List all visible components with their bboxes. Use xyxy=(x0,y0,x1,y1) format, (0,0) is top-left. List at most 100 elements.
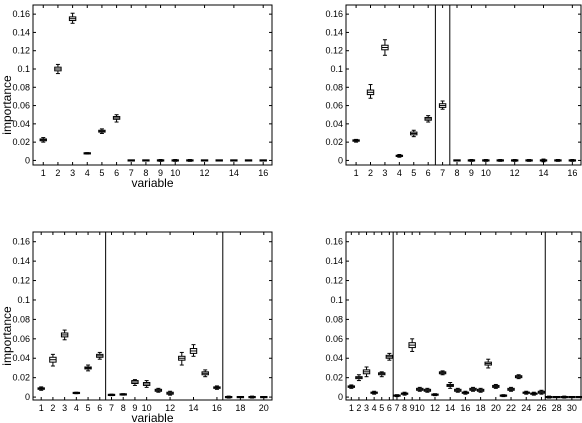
x-tick-label: 2 xyxy=(356,403,361,413)
y-axis-label: importance xyxy=(0,75,14,135)
box-8 xyxy=(453,159,461,162)
box-16 xyxy=(213,385,221,390)
box-1 xyxy=(352,138,360,143)
box-2 xyxy=(355,374,363,382)
x-tick-label: 5 xyxy=(411,168,416,178)
y-tick-label: 0.1 xyxy=(330,64,343,74)
x-tick-label: 10 xyxy=(142,403,152,413)
x-tick-label: 12 xyxy=(430,403,440,413)
box-15 xyxy=(454,387,462,393)
box-7 xyxy=(393,394,401,398)
x-tick-label: 4 xyxy=(85,168,90,178)
y-tick-label: 0.06 xyxy=(325,101,343,111)
box-7 xyxy=(127,159,135,162)
x-tick-label: 14 xyxy=(188,403,198,413)
y-tick-label: 0.16 xyxy=(325,9,343,19)
x-tick-label: 1 xyxy=(39,403,44,413)
box-10 xyxy=(171,159,179,162)
x-tick-label: 20 xyxy=(259,403,269,413)
box-2 xyxy=(49,353,57,367)
x-tick-label: 6 xyxy=(97,403,102,413)
x-tick-label: 5 xyxy=(99,168,104,178)
box-31 xyxy=(575,395,582,399)
box-5 xyxy=(98,128,106,134)
box-1 xyxy=(39,137,47,143)
box-6 xyxy=(112,114,121,123)
box-15 xyxy=(554,159,562,162)
x-tick-label: 26 xyxy=(536,403,546,413)
box-10 xyxy=(482,159,490,162)
y-tick-label: 0.1 xyxy=(17,295,30,305)
y-tick-label: 0.02 xyxy=(12,137,30,147)
box-7 xyxy=(438,100,447,110)
x-tick-label: 9 xyxy=(410,403,415,413)
x-tick-label: 10 xyxy=(170,168,180,178)
box-4 xyxy=(83,152,91,155)
x-tick-label: 3 xyxy=(62,403,67,413)
box-9 xyxy=(131,379,139,386)
box-1 xyxy=(347,384,356,389)
box-6 xyxy=(424,115,432,123)
x-tick-label: 6 xyxy=(114,168,119,178)
box-11 xyxy=(154,387,163,393)
x-tick-label: 14 xyxy=(445,403,455,413)
y-tick-label: 0.08 xyxy=(325,314,343,324)
y-tick-label: 0 xyxy=(338,392,343,402)
y-tick-label: 0.16 xyxy=(12,237,30,247)
box-13 xyxy=(215,159,223,162)
box-12 xyxy=(166,390,174,396)
box-12 xyxy=(200,159,209,162)
plot-frame xyxy=(32,4,273,166)
x-tick-label: 9 xyxy=(469,168,474,178)
y-tick-label: 0.04 xyxy=(12,353,30,363)
x-tick-label: 6 xyxy=(426,168,431,178)
box-16 xyxy=(259,159,267,162)
box-6 xyxy=(96,351,104,360)
panel-top-left: 00.020.040.060.080.10.120.140.161 2 3 4 5 6 7 8… xyxy=(0,4,273,190)
box-15 xyxy=(244,159,253,162)
y-tick-label: 0.06 xyxy=(12,101,30,111)
box-14 xyxy=(539,158,548,163)
box-3 xyxy=(68,12,77,24)
x-tick-label: 24 xyxy=(521,403,531,413)
x-tick-label: 14 xyxy=(229,168,239,178)
y-tick-label: 0.04 xyxy=(325,119,343,129)
y-tick-label: 0.08 xyxy=(12,314,30,324)
x-axis-label: variable xyxy=(131,411,173,423)
panel-bottom-right: 00.020.040.060.080.10.120.140.161 2 3 4 5 6 7 8… xyxy=(325,231,582,413)
y-tick-label: 0.04 xyxy=(12,119,30,129)
box-23 xyxy=(514,374,523,380)
box-28 xyxy=(552,395,561,399)
x-axis-label: variable xyxy=(131,176,173,190)
y-tick-label: 0.1 xyxy=(17,64,30,74)
x-tick-label: 8 xyxy=(455,168,460,178)
x-tick-label: 14 xyxy=(539,168,549,178)
box-20 xyxy=(260,395,268,399)
x-tick-label: 30 xyxy=(567,403,577,413)
box-12 xyxy=(510,159,519,162)
x-tick-label: 7 xyxy=(129,168,134,178)
y-tick-label: 0 xyxy=(25,392,30,402)
y-tick-label: 0.08 xyxy=(325,82,343,92)
box-18 xyxy=(476,387,485,393)
y-tick-label: 0.02 xyxy=(325,373,343,383)
box-14 xyxy=(446,382,454,389)
x-tick-label: 28 xyxy=(552,403,562,413)
x-tick-label: 16 xyxy=(258,168,268,178)
y-axis-label: importance xyxy=(0,306,14,366)
x-tick-label: 18 xyxy=(235,403,245,413)
y-tick-label: 0.14 xyxy=(12,27,30,37)
box-1 xyxy=(37,386,45,391)
x-tick-label: 2 xyxy=(50,403,55,413)
box-8 xyxy=(119,393,127,396)
x-tick-label: 12 xyxy=(165,403,175,413)
y-tick-label: 0.02 xyxy=(12,373,30,383)
x-tick-label: 5 xyxy=(86,403,91,413)
y-tick-label: 0.02 xyxy=(325,137,343,147)
box-4 xyxy=(395,153,404,158)
box-13 xyxy=(438,370,447,376)
x-tick-label: 4 xyxy=(397,168,402,178)
x-tick-label: 8 xyxy=(143,168,148,178)
box-26 xyxy=(537,389,546,395)
box-3 xyxy=(60,329,69,341)
